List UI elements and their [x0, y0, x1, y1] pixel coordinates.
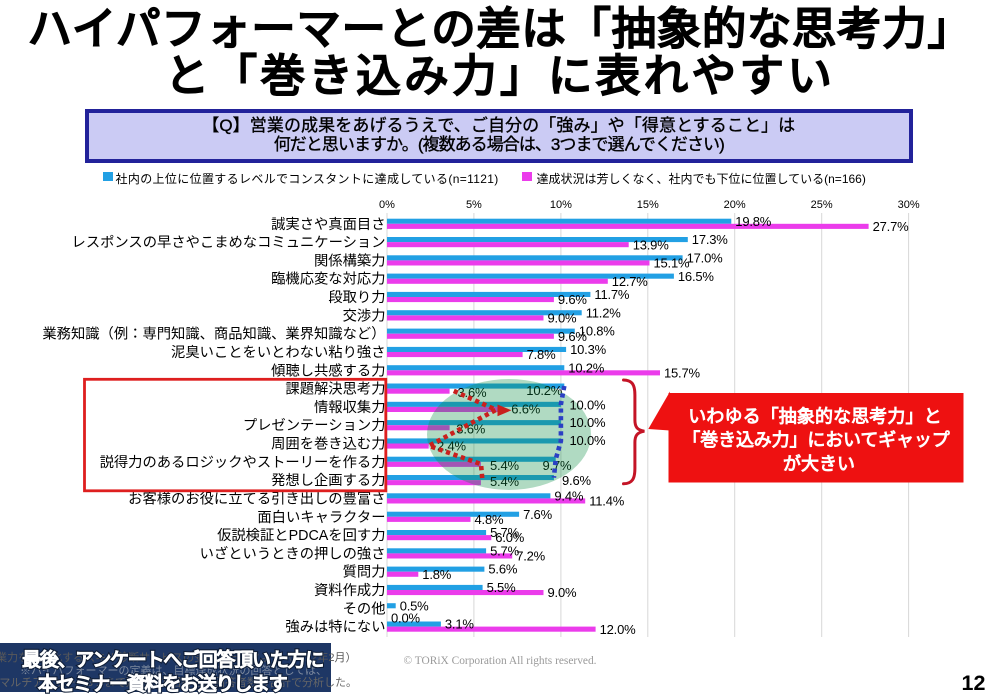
svg-text:15.1%: 15.1%: [654, 256, 691, 271]
svg-text:5.7%: 5.7%: [490, 543, 519, 558]
svg-text:20%: 20%: [724, 199, 746, 211]
svg-text:資料作成力: 資料作成力: [314, 582, 385, 599]
svg-text:9.6%: 9.6%: [558, 329, 587, 344]
svg-text:情報収集力: 情報収集力: [314, 399, 385, 416]
svg-text:6.6%: 6.6%: [511, 402, 540, 417]
svg-text:周囲を巻き込む力: 周囲を巻き込む力: [271, 436, 385, 453]
svg-text:11.4%: 11.4%: [589, 494, 625, 509]
svg-text:関係構築力: 関係構築力: [314, 252, 385, 269]
svg-text:7.6%: 7.6%: [523, 507, 552, 522]
svg-text:発想し企画する力: 発想し企画する力: [271, 472, 385, 489]
svg-text:2.4%: 2.4%: [437, 438, 466, 453]
svg-text:11.2%: 11.2%: [586, 305, 622, 320]
svg-text:15%: 15%: [637, 199, 659, 211]
svg-text:15.7%: 15.7%: [664, 365, 701, 380]
svg-text:3.1%: 3.1%: [445, 617, 474, 632]
svg-text:傾聴し共感する力: 傾聴し共感する力: [271, 362, 385, 379]
svg-text:10.2%: 10.2%: [526, 383, 563, 398]
svg-text:10.2%: 10.2%: [568, 360, 605, 375]
svg-text:9.6%: 9.6%: [562, 473, 591, 488]
svg-text:9.4%: 9.4%: [554, 489, 583, 504]
svg-text:いざというときの押しの強さ: いざというときの押しの強さ: [200, 544, 386, 562]
svg-text:が大きい: が大きい: [783, 454, 855, 474]
svg-text:仮説検証とPDCAを回す力: 仮説検証とPDCAを回す力: [217, 527, 385, 544]
svg-text:17.3%: 17.3%: [692, 232, 729, 247]
svg-text:25%: 25%: [811, 199, 833, 211]
svg-text:10.0%: 10.0%: [570, 433, 607, 448]
svg-text:いわゆる「抽象的な思考力」と: いわゆる「抽象的な思考力」と: [688, 407, 941, 427]
svg-text:27.7%: 27.7%: [873, 219, 910, 234]
svg-text:19.8%: 19.8%: [735, 214, 772, 229]
svg-text:誠実さや真面目さ: 誠実さや真面目さ: [271, 216, 385, 233]
svg-text:5.5%: 5.5%: [487, 580, 516, 595]
svg-text:10.3%: 10.3%: [570, 342, 607, 357]
svg-text:説得力のあるロジックやストーリーを作る力: 説得力のあるロジックやストーリーを作る力: [100, 454, 386, 471]
svg-text:9.0%: 9.0%: [548, 311, 577, 326]
svg-text:業務知識（例：専門知識、商品知識、業界知識など）: 業務知識（例：専門知識、商品知識、業界知識など）: [42, 326, 385, 343]
svg-text:6.0%: 6.0%: [495, 530, 524, 545]
svg-text:0.5%: 0.5%: [400, 598, 429, 613]
svg-text:0.0%: 0.0%: [391, 611, 420, 626]
svg-text:9.0%: 9.0%: [548, 585, 577, 600]
svg-text:レスポンスの早さやこまめなコミュニケーション: レスポンスの早さやこまめなコミュニケーション: [72, 234, 386, 251]
svg-text:交渉力: 交渉力: [343, 307, 386, 324]
svg-text:段取り力: 段取り力: [328, 289, 385, 306]
svg-text:9.6%: 9.6%: [558, 292, 587, 307]
svg-text:5.4%: 5.4%: [490, 458, 519, 473]
svg-text:5.7%: 5.7%: [490, 525, 519, 540]
svg-text:12.7%: 12.7%: [612, 274, 649, 289]
svg-text:3.6%: 3.6%: [458, 385, 487, 400]
svg-text:16.5%: 16.5%: [678, 269, 715, 284]
svg-text:強みは特にない: 強みは特にない: [285, 619, 385, 636]
svg-text:課題解決思考力: 課題解決思考力: [285, 381, 385, 398]
svg-text:17.0%: 17.0%: [687, 251, 724, 266]
svg-text:面白いキャラクター: 面白いキャラクター: [257, 509, 385, 526]
svg-text:5.4%: 5.4%: [490, 474, 519, 489]
svg-text:お客様のお役に立てる引き出しの豊富さ: お客様のお役に立てる引き出しの豊富さ: [128, 490, 385, 507]
svg-text:臨機応変な対応力: 臨機応変な対応力: [271, 271, 385, 288]
svg-text:10.0%: 10.0%: [570, 397, 607, 412]
svg-text:12.0%: 12.0%: [600, 622, 637, 637]
svg-text:10%: 10%: [550, 199, 572, 211]
svg-text:5%: 5%: [466, 199, 482, 211]
svg-text:13.9%: 13.9%: [633, 237, 670, 252]
svg-text:「巻き込み力」においてギャップ: 「巻き込み力」においてギャップ: [682, 430, 949, 450]
svg-text:4.8%: 4.8%: [475, 512, 504, 527]
svg-text:30%: 30%: [898, 199, 920, 211]
svg-text:泥臭いことをいとわない粘り強さ: 泥臭いことをいとわない粘り強さ: [171, 344, 385, 361]
svg-text:その他: その他: [343, 600, 386, 617]
svg-text:プレゼンテーション力: プレゼンテーション力: [243, 417, 386, 434]
svg-text:10.8%: 10.8%: [579, 324, 616, 339]
svg-text:10.0%: 10.0%: [570, 415, 607, 430]
svg-text:質問力: 質問力: [343, 563, 386, 581]
svg-text:7.2%: 7.2%: [516, 549, 545, 564]
svg-text:7.8%: 7.8%: [527, 347, 556, 362]
svg-text:0%: 0%: [379, 199, 395, 211]
svg-text:5.6%: 5.6%: [488, 562, 517, 577]
svg-text:11.7%: 11.7%: [594, 287, 630, 302]
svg-text:1.8%: 1.8%: [422, 567, 451, 582]
